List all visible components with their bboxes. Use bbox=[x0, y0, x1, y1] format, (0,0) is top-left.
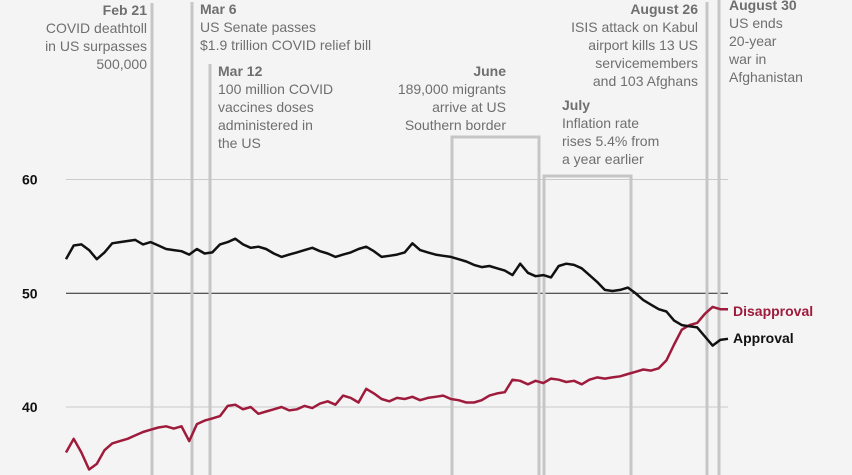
y-tick-label: 50 bbox=[22, 285, 38, 301]
annotation-text-june: 189,000 migrants bbox=[398, 81, 506, 97]
annotation-title-mar12: Mar 12 bbox=[218, 63, 263, 79]
annotation-title-june: June bbox=[473, 63, 506, 79]
event-annotations: Feb 21 COVID deathtoll in US surpasses 500,… bbox=[45, 0, 803, 475]
series-labels: Disapproval Approval bbox=[733, 303, 813, 346]
annotation-text-aug30: Afghanistan bbox=[729, 69, 803, 85]
annotation-text-mar12: the US bbox=[218, 135, 261, 151]
annotation-title-feb21: Feb 21 bbox=[103, 2, 148, 18]
annotation-text-july: Inflation rate bbox=[562, 115, 639, 131]
y-tick-label: 40 bbox=[22, 399, 38, 415]
annotation-text-mar12: administered in bbox=[218, 117, 313, 133]
annotation-text-mar12: 100 million COVID bbox=[218, 81, 333, 97]
annotation-text-july: rises 5.4% from bbox=[562, 133, 659, 149]
annotation-bracket-july bbox=[542, 174, 633, 475]
annotation-bracket-june bbox=[450, 135, 541, 475]
series-label-disapproval: Disapproval bbox=[733, 303, 813, 319]
annotation-text-july: a year earlier bbox=[562, 151, 644, 167]
annotation-text-aug30: US ends bbox=[729, 15, 783, 31]
annotation-title-aug26: August 26 bbox=[630, 1, 698, 17]
annotation-title-aug30: August 30 bbox=[729, 0, 797, 13]
annotation-title-july: July bbox=[562, 97, 590, 113]
gridlines: 40 50 60 bbox=[22, 172, 728, 415]
annotation-text-feb21: in US surpasses bbox=[45, 38, 147, 54]
annotation-text-aug26: servicemembers bbox=[595, 55, 698, 71]
series-line-approval bbox=[64, 237, 729, 347]
annotation-text-aug26: ISIS attack on Kabul bbox=[571, 19, 698, 35]
series-lines bbox=[64, 237, 729, 471]
annotation-text-aug30: war in bbox=[728, 51, 766, 67]
annotation-text-aug26: and 103 Afghans bbox=[593, 73, 698, 89]
annotation-text-feb21: 500,000 bbox=[96, 56, 147, 72]
series-line-disapproval bbox=[64, 305, 728, 471]
annotation-text-june: Southern border bbox=[405, 117, 507, 133]
annotation-title-mar6: Mar 6 bbox=[200, 1, 237, 17]
annotation-text-mar6: $1.9 trillion COVID relief bill bbox=[200, 37, 371, 53]
annotation-text-mar6: US Senate passes bbox=[200, 19, 316, 35]
annotation-text-aug30: 20-year bbox=[729, 33, 777, 49]
annotation-text-mar12: vaccines doses bbox=[218, 99, 314, 115]
series-label-approval: Approval bbox=[733, 330, 794, 346]
y-tick-label: 60 bbox=[22, 172, 38, 188]
annotation-text-june: arrive at US bbox=[432, 99, 506, 115]
annotation-text-aug26: airport kills 13 US bbox=[588, 37, 698, 53]
annotation-text-feb21: COVID deathtoll bbox=[46, 20, 147, 36]
